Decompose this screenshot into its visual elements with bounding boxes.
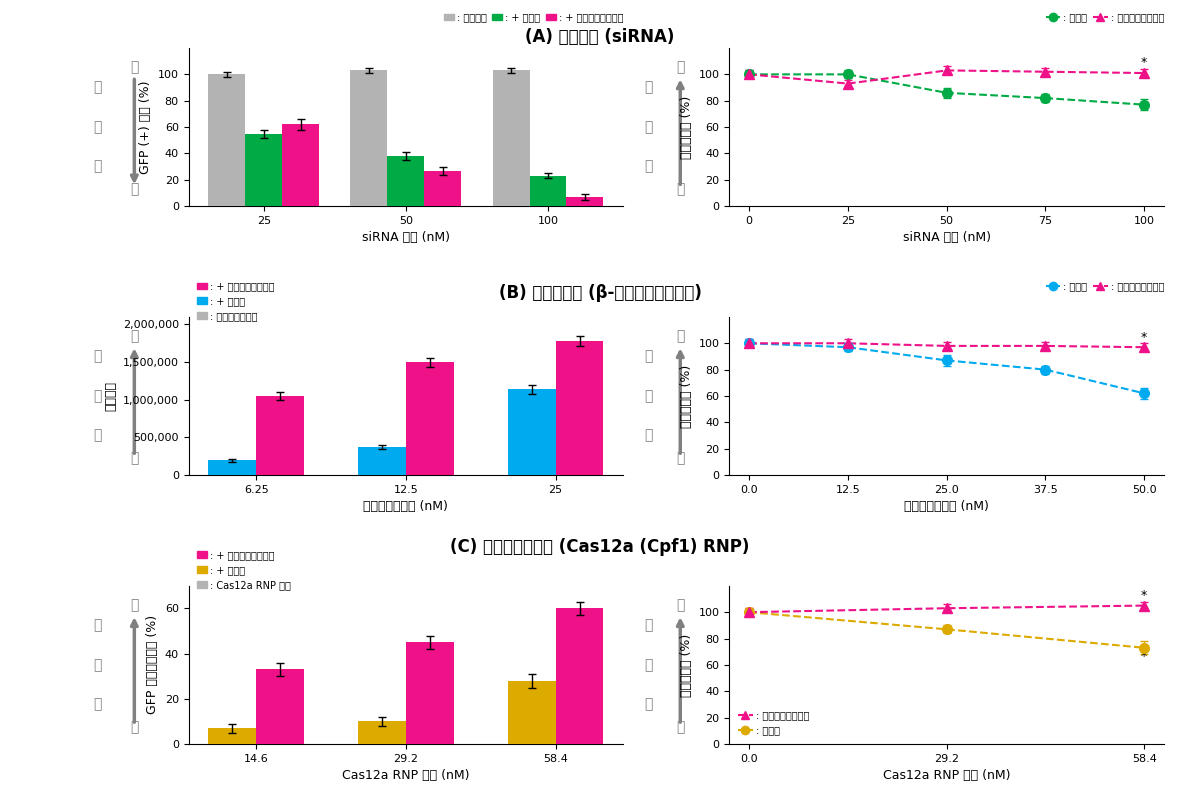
Y-axis label: GFP (+) 細胞 (%): GFP (+) 細胞 (%) — [139, 80, 152, 174]
Text: 全: 全 — [644, 658, 653, 672]
Bar — [556, 341, 604, 475]
Bar — [245, 134, 282, 206]
Text: *: * — [1141, 650, 1147, 662]
Bar — [566, 197, 604, 206]
Text: 高: 高 — [130, 330, 138, 343]
Bar — [406, 362, 454, 475]
Bar — [556, 609, 604, 744]
Text: 能: 能 — [94, 429, 102, 442]
X-axis label: Cas12a RNP 濃度 (nM): Cas12a RNP 濃度 (nM) — [342, 770, 469, 782]
Text: 低: 低 — [676, 721, 684, 734]
Text: 全: 全 — [644, 389, 653, 403]
Text: 入: 入 — [94, 389, 102, 403]
Text: (B) タンパク質 (β-ガラクトシダーゼ): (B) タンパク質 (β-ガラクトシダーゼ) — [498, 284, 702, 302]
Legend: : 市販品, : 変幻自在ポリマー: : 市販品, : 変幻自在ポリマー — [1042, 278, 1168, 295]
Text: 低: 低 — [130, 451, 138, 466]
Legend: : + 変幻自在ポリマー, : + 市販品, : タンパク質単独: : + 変幻自在ポリマー, : + 市販品, : タンパク質単独 — [193, 278, 278, 325]
Text: 低: 低 — [676, 182, 684, 197]
X-axis label: siRNA 濃度 (nM): siRNA 濃度 (nM) — [902, 231, 991, 245]
Y-axis label: GFP ノックアウト (%): GFP ノックアウト (%) — [146, 615, 160, 714]
Text: 性: 性 — [644, 698, 653, 711]
Bar — [209, 728, 256, 744]
Text: 導: 導 — [94, 350, 102, 363]
Text: 入: 入 — [94, 658, 102, 672]
Bar — [256, 670, 304, 744]
Bar — [529, 176, 566, 206]
X-axis label: タンパク質濃度 (nM): タンパク質濃度 (nM) — [905, 500, 989, 514]
Text: (C) ゲノム編集分子 (Cas12a (Cpf1) RNP): (C) ゲノム編集分子 (Cas12a (Cpf1) RNP) — [450, 538, 750, 555]
Y-axis label: 細胞生存率 (%): 細胞生存率 (%) — [680, 364, 694, 428]
Text: 導: 導 — [94, 618, 102, 632]
Text: 高: 高 — [676, 598, 684, 613]
Bar — [492, 70, 529, 206]
X-axis label: siRNA 濃度 (nM): siRNA 濃度 (nM) — [362, 231, 450, 245]
Bar — [425, 170, 461, 206]
Bar — [388, 156, 425, 206]
X-axis label: Cas12a RNP 濃度 (nM): Cas12a RNP 濃度 (nM) — [883, 770, 1010, 782]
Text: 高: 高 — [130, 598, 138, 613]
Y-axis label: 細胞生存率 (%): 細胞生存率 (%) — [680, 634, 694, 697]
Legend: : + 変幻自在ポリマー, : + 市販品, : Cas12a RNP 単独: : + 変幻自在ポリマー, : + 市販品, : Cas12a RNP 単独 — [193, 546, 295, 594]
Text: 高: 高 — [130, 182, 138, 197]
Text: 安: 安 — [644, 618, 653, 632]
Text: 性: 性 — [644, 429, 653, 442]
Bar — [209, 460, 256, 475]
Legend: : 市販品, : 変幻自在ポリマー: : 市販品, : 変幻自在ポリマー — [1042, 9, 1168, 26]
Text: 高: 高 — [676, 330, 684, 343]
Text: *: * — [1141, 589, 1147, 602]
Legend: : 変幻自在ポリマー, : 市販品: : 変幻自在ポリマー, : 市販品 — [734, 706, 812, 739]
Text: 安: 安 — [644, 350, 653, 363]
Bar — [358, 722, 406, 744]
Bar — [508, 390, 556, 475]
Bar — [508, 681, 556, 744]
Text: (A) 核酸医薬 (siRNA): (A) 核酸医薬 (siRNA) — [526, 28, 674, 46]
Bar — [350, 70, 388, 206]
Y-axis label: 蛍光強度: 蛍光強度 — [104, 381, 118, 411]
Text: *: * — [1141, 57, 1147, 70]
Text: 入: 入 — [94, 120, 102, 134]
Text: 高: 高 — [676, 61, 684, 74]
Text: 導: 導 — [94, 81, 102, 94]
Text: 能: 能 — [94, 160, 102, 174]
Bar — [358, 447, 406, 475]
Bar — [406, 642, 454, 744]
Text: 性: 性 — [644, 160, 653, 174]
Bar — [282, 125, 319, 206]
Text: 全: 全 — [644, 120, 653, 134]
Legend: : 核酸単独, : + 市販品, : + 変幻自在ポリマー: : 核酸単独, : + 市販品, : + 変幻自在ポリマー — [440, 9, 628, 26]
Text: 低: 低 — [676, 451, 684, 466]
X-axis label: タンパク質濃度 (nM): タンパク質濃度 (nM) — [364, 500, 449, 514]
Text: *: * — [1141, 330, 1147, 344]
Bar — [256, 396, 304, 475]
Text: 低: 低 — [130, 721, 138, 734]
Bar — [209, 74, 245, 206]
Text: 低: 低 — [130, 61, 138, 74]
Text: 能: 能 — [94, 698, 102, 711]
Y-axis label: 細胞生存率 (%): 細胞生存率 (%) — [680, 95, 694, 158]
Text: 安: 安 — [644, 81, 653, 94]
